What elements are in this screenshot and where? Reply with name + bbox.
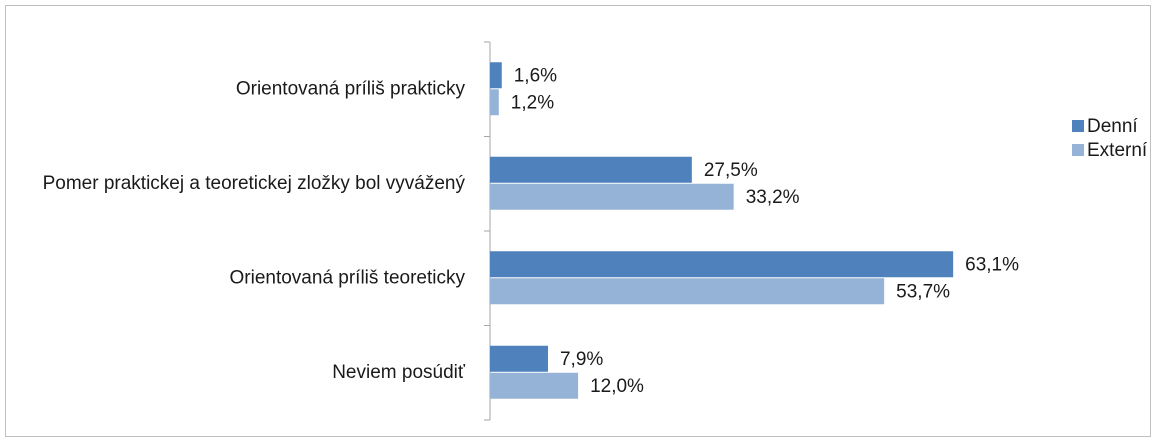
category-label: Orientovaná príliš prakticky	[236, 78, 466, 99]
legend-label: Denní	[1087, 116, 1138, 137]
bar	[490, 345, 548, 372]
value-label: 63,1%	[965, 254, 1019, 275]
legend-swatch	[1072, 120, 1084, 132]
bar	[490, 372, 579, 399]
category-label: Neviem posúdiť	[332, 362, 466, 383]
chart-border	[5, 5, 1151, 437]
bar	[490, 62, 502, 89]
bar	[490, 89, 499, 116]
value-label: 1,2%	[511, 92, 554, 113]
bar	[490, 183, 734, 210]
value-label: 27,5%	[704, 160, 758, 181]
value-label: 33,2%	[746, 187, 800, 208]
value-label: 53,7%	[896, 281, 950, 302]
value-label: 1,6%	[514, 65, 557, 86]
legend-swatch	[1072, 144, 1084, 156]
value-label: 7,9%	[560, 349, 603, 370]
value-label: 12,0%	[590, 376, 644, 397]
category-label: Orientovaná príliš teoreticky	[230, 267, 466, 288]
category-label: Pomer praktickej a teoretickej zložky bo…	[43, 173, 466, 194]
bar	[490, 156, 692, 183]
bar	[490, 251, 954, 278]
bar	[490, 278, 885, 305]
legend-label: Externí	[1087, 140, 1148, 161]
